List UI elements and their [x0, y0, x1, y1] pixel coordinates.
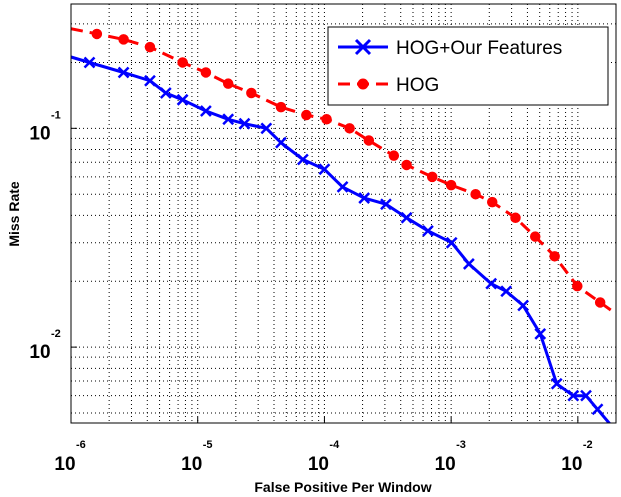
- data-point-x-marker: [83, 56, 96, 69]
- x-tick-exponent: -6: [76, 439, 86, 451]
- y-tick-label: 10: [29, 123, 50, 144]
- x-axis-label: False Positive Per Window: [254, 479, 431, 495]
- legend-label-hog-our-features: HOG+Our Features: [396, 38, 562, 59]
- data-point-circle-marker: [445, 179, 457, 191]
- legend: HOG+Our Features HOG: [327, 26, 609, 106]
- legend-label-hog: HOG: [396, 75, 439, 96]
- data-point-circle-marker: [118, 34, 129, 45]
- x-tick-exponent: -2: [583, 439, 593, 451]
- data-point-circle-marker: [200, 67, 212, 78]
- legend-entry-hog: HOG: [338, 75, 439, 96]
- data-point-circle-marker: [572, 280, 583, 292]
- data-point-x-marker: [199, 105, 212, 117]
- x-tick-labels: 10-610-510-410-310-2: [54, 417, 593, 475]
- data-point-circle-marker: [222, 78, 234, 89]
- y-tick-exponent: -1: [51, 109, 61, 121]
- data-point-x-marker: [176, 93, 189, 106]
- y-tick-labels: 10-110-2: [29, 109, 77, 363]
- x-tick-exponent: -3: [456, 439, 466, 451]
- data-point-circle-marker: [144, 41, 156, 53]
- data-point-x-marker: [591, 403, 604, 416]
- x-tick-label: 10: [561, 454, 582, 475]
- data-point-x-marker: [462, 258, 475, 270]
- grid-lines: [70, 4, 617, 423]
- data-point-x-marker: [144, 74, 156, 87]
- data-point-x-marker: [296, 153, 309, 166]
- series-layer: [71, 27, 616, 423]
- data-point-circle-marker: [177, 57, 188, 68]
- data-point-x-marker: [222, 113, 235, 126]
- data-point-x-marker: [550, 377, 563, 390]
- data-point-circle-marker: [529, 231, 541, 242]
- data-point-circle-marker: [388, 150, 400, 161]
- data-point-x-marker: [117, 66, 130, 79]
- data-point-circle-marker: [510, 212, 521, 224]
- data-point-circle-marker: [486, 196, 498, 208]
- data-point-x-marker: [380, 198, 392, 211]
- data-point-circle-marker: [594, 297, 606, 308]
- data-point-circle-marker: [470, 188, 481, 200]
- data-point-x-marker: [238, 117, 251, 130]
- data-point-x-marker: [159, 87, 172, 99]
- data-point-circle-marker: [401, 159, 412, 171]
- data-point-circle-marker: [275, 101, 287, 113]
- series-hog-our-features: [71, 55, 612, 423]
- data-point-x-marker: [500, 285, 513, 298]
- series-hog: [71, 27, 616, 316]
- data-point-x-marker: [534, 327, 547, 340]
- x-tick-exponent: -4: [329, 439, 340, 451]
- data-point-x-marker: [567, 389, 580, 402]
- x-tick-label: 10: [181, 454, 202, 475]
- data-point-x-marker: [580, 389, 592, 402]
- legend-entry-hog-our-features: HOG+Our Features: [338, 38, 562, 59]
- x-tick-label: 10: [435, 454, 456, 475]
- data-point-circle-marker: [321, 114, 332, 125]
- data-point-x-marker: [318, 163, 331, 176]
- y-axis-label: Miss Rate: [6, 181, 22, 247]
- legend-circle-marker-icon: [357, 78, 369, 90]
- legend-box: [327, 26, 609, 106]
- x-tick-exponent: -5: [203, 439, 213, 451]
- data-point-circle-marker: [549, 251, 560, 262]
- data-point-x-marker: [485, 277, 498, 290]
- data-point-x-marker: [358, 192, 371, 204]
- data-point-circle-marker: [91, 28, 103, 40]
- data-point-x-marker: [400, 211, 413, 224]
- data-point-x-marker: [275, 136, 287, 149]
- x-tick-label: 10: [308, 454, 329, 475]
- data-point-x-marker: [445, 236, 458, 249]
- data-point-circle-marker: [344, 123, 355, 134]
- data-point-circle-marker: [426, 171, 438, 183]
- data-point-x-marker: [517, 299, 530, 312]
- data-point-circle-marker: [301, 109, 312, 121]
- y-tick-exponent: -2: [51, 328, 61, 340]
- legend-x-marker-icon: [354, 38, 372, 56]
- data-point-x-marker: [336, 180, 349, 193]
- data-point-x-marker: [260, 122, 273, 135]
- x-tick-label: 10: [54, 454, 75, 475]
- y-tick-label: 10: [29, 342, 50, 363]
- data-point-circle-marker: [363, 135, 375, 146]
- plot-border: [70, 3, 617, 424]
- data-point-circle-marker: [246, 87, 257, 99]
- data-point-x-marker: [422, 224, 434, 237]
